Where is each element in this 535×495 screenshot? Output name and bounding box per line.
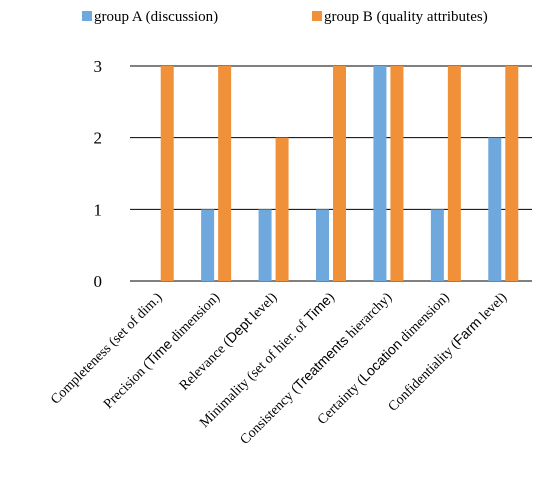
- legend-label: group B (quality attributes): [324, 9, 488, 25]
- bar-group-b: [275, 137, 289, 281]
- legend-label: group A (discussion): [94, 9, 218, 25]
- y-tick-label: 3: [94, 57, 103, 76]
- y-tick-label: 1: [94, 200, 103, 219]
- legend-swatch-group-b: [312, 11, 322, 21]
- bars: [160, 66, 519, 281]
- legend: group A (discussion) group B (quality att…: [82, 9, 488, 25]
- y-axis-ticks: 0 1 2 3: [94, 57, 103, 291]
- bar-group-a: [430, 209, 444, 281]
- x-tick-label: Completeness (set of dim.): [48, 290, 166, 408]
- bar-group-b: [447, 66, 461, 281]
- gridlines: [130, 65, 532, 282]
- bar-group-a: [488, 137, 502, 281]
- x-tick-label: Confidentiality (Farm level): [384, 289, 510, 415]
- bar-group-b: [160, 66, 174, 281]
- x-axis-ticks: Completeness (set of dim.)Precision (Tim…: [48, 289, 510, 448]
- y-tick-label: 0: [94, 272, 103, 291]
- legend-swatch-group-a: [82, 11, 92, 21]
- y-tick-label: 2: [94, 129, 103, 148]
- bar-group-b: [218, 66, 232, 281]
- x-tick-label: Relevance (Dept level): [175, 289, 280, 394]
- bar-group-a: [316, 209, 329, 281]
- bar-group-b: [333, 66, 346, 281]
- x-tick-label: Precision (Time dimension): [100, 289, 224, 413]
- bar-group-b: [390, 66, 404, 281]
- bar-group-a: [373, 66, 387, 281]
- bar-group-a: [201, 209, 215, 281]
- bar-group-a: [258, 209, 272, 281]
- bar-group-b: [505, 66, 519, 281]
